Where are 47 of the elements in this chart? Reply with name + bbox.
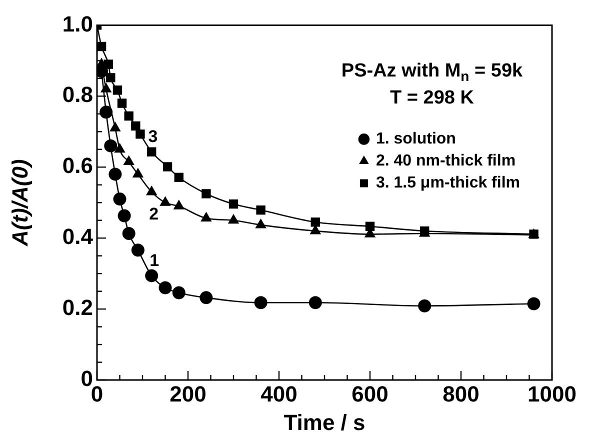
point xyxy=(145,269,158,282)
point xyxy=(124,111,134,121)
point xyxy=(228,199,238,209)
point xyxy=(113,192,126,206)
point xyxy=(117,98,127,108)
point xyxy=(308,296,322,310)
point xyxy=(104,139,118,152)
point xyxy=(174,172,184,182)
point xyxy=(131,244,144,257)
x-tick-label: 200 xyxy=(170,381,206,406)
annotation: 1 xyxy=(150,250,160,270)
annotation: T = 298 K xyxy=(390,87,474,108)
y-axis-title: A(t)/A(0) xyxy=(7,159,32,247)
y-tick-label: 0.2 xyxy=(62,295,93,320)
y-tick-label: 0.6 xyxy=(62,153,93,178)
x-tick-label: 1000 xyxy=(528,381,576,406)
y-tick-label: 0.8 xyxy=(62,82,93,108)
point xyxy=(147,147,156,156)
point xyxy=(200,291,213,304)
point xyxy=(202,189,211,198)
x-tick-label: 600 xyxy=(352,381,388,406)
annotation: 3 xyxy=(148,127,158,146)
x-tick-label: 400 xyxy=(260,381,298,406)
point xyxy=(106,73,116,82)
point xyxy=(131,121,140,131)
x-tick-label: 800 xyxy=(442,381,480,406)
point xyxy=(254,296,268,310)
legend-label: 2. 40 nm-thick film xyxy=(376,152,516,170)
point xyxy=(136,130,145,139)
point xyxy=(122,226,136,240)
y-tick-label: 0.4 xyxy=(62,224,94,250)
x-axis-title: Time / s xyxy=(284,410,366,435)
point xyxy=(118,209,131,222)
point xyxy=(162,162,172,172)
legend-label: 3. 1.5 μm-thick film xyxy=(376,174,520,192)
point xyxy=(527,297,540,310)
legend-label: 1. solution xyxy=(376,130,456,148)
point xyxy=(108,168,122,181)
point xyxy=(100,106,113,119)
point xyxy=(418,299,432,312)
annotation: 2 xyxy=(149,204,159,224)
point xyxy=(158,281,172,294)
point xyxy=(256,205,266,215)
point xyxy=(310,218,320,227)
y-tick-label: 1.0 xyxy=(62,11,93,36)
point xyxy=(112,86,122,95)
point xyxy=(172,286,186,300)
